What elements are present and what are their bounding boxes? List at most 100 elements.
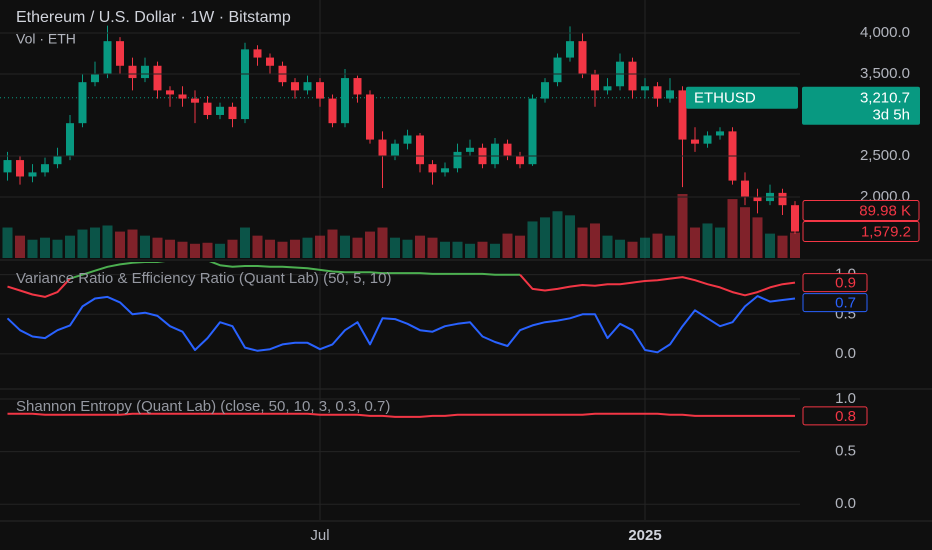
candle-body: [341, 78, 349, 124]
volume-bar: [327, 229, 338, 258]
series-last-text: 0.7: [835, 295, 856, 312]
volume-bar: [665, 235, 675, 258]
volume-bar: [402, 239, 413, 258]
volume-bar: [77, 229, 88, 258]
price-plot: [0, 25, 800, 258]
volume-bar: [602, 235, 613, 258]
volume-bar: [277, 241, 288, 258]
volume-bar: [740, 207, 750, 258]
x-tick-label: 2025: [628, 527, 661, 544]
series-last-label: 0.9: [802, 273, 868, 293]
marker-countdown: 3d 5h: [872, 107, 910, 124]
candle-body: [678, 90, 687, 140]
volume-bar: [40, 237, 50, 258]
volume-bar: [365, 231, 375, 258]
volume-bar: [527, 221, 538, 258]
marker-symbol: ETHUSD: [694, 90, 756, 107]
candle-body: [403, 135, 412, 144]
candle-body: [116, 41, 124, 66]
volume-bar: [215, 243, 225, 258]
candle-body: [66, 123, 74, 156]
candle-body: [28, 172, 37, 177]
volume-bar: [115, 231, 125, 258]
volume-bar: [2, 227, 13, 258]
marker-label: ETHUSD 3,210.73d 5h: [686, 86, 920, 125]
volume-bar: [315, 235, 325, 258]
candle-body: [303, 82, 312, 91]
volume-bar: [565, 215, 575, 258]
price-last-label: 1,579.2: [802, 220, 920, 242]
candle-body: [166, 90, 174, 95]
candle-body: [666, 90, 674, 99]
volume-bar: [127, 229, 138, 258]
volume-bar: [352, 237, 363, 258]
volume-bar: [140, 235, 150, 258]
volume-bar: [540, 217, 550, 258]
candle-body: [153, 65, 162, 91]
volume-bar: [152, 237, 163, 258]
volume-bar: [615, 239, 625, 258]
candle-body: [778, 192, 787, 206]
candle-body: [316, 82, 324, 99]
candle-body: [416, 135, 424, 165]
volume-bar: [452, 241, 463, 258]
indicator-line: [7, 412, 795, 418]
volume-bar: [165, 239, 175, 258]
y-tick-label: 0.0: [835, 495, 856, 512]
volume-bar: [477, 241, 488, 258]
series-last-label: 0.8: [802, 406, 868, 426]
y-tick-label: 2,500.0: [860, 147, 910, 164]
candle-body: [716, 131, 724, 136]
volume-bar: [65, 235, 75, 258]
volume-bar: [590, 223, 600, 258]
candle-body: [241, 49, 249, 120]
candle-body: [128, 65, 137, 79]
candle-body: [591, 73, 599, 91]
volume-bar: [627, 241, 638, 258]
volume-bar: [690, 227, 700, 258]
series-last-text: 0.8: [835, 408, 856, 425]
candle-body: [203, 102, 212, 115]
candle-body: [753, 196, 762, 202]
candle-body: [3, 160, 12, 173]
volume-bar: [240, 227, 250, 258]
price-last-label-text: 1,579.2: [861, 223, 911, 240]
candle-body: [228, 106, 237, 120]
marker-value-box: [802, 86, 920, 125]
volume-bar: [290, 239, 300, 258]
candle-body: [653, 86, 662, 99]
candle-body: [691, 139, 699, 144]
volume-bar: [102, 225, 113, 258]
volume-bar: [15, 235, 25, 258]
candle-body: [41, 164, 49, 173]
y-tick-label: 4,000.0: [860, 24, 910, 41]
marker-symbol-box: [686, 86, 798, 109]
volume-title: Vol · ETH: [16, 31, 76, 47]
volume-bar: [640, 237, 650, 258]
volume-last-label-box: [802, 199, 920, 221]
candle-body: [191, 98, 199, 103]
volume-bar: [490, 243, 500, 258]
volume-bar: [90, 227, 100, 258]
volume-bar: [265, 239, 275, 258]
series-last-label: 0.7: [802, 293, 868, 313]
volume-bar: [27, 239, 38, 258]
series-last-box: [802, 406, 868, 426]
volume-bar: [252, 235, 263, 258]
volume-last-label-text: 89.98 K: [859, 202, 911, 219]
volume-bar: [577, 227, 588, 258]
y-tick-label: 0.5: [835, 443, 856, 460]
indicator-plot: [7, 412, 795, 418]
candle-body: [491, 143, 499, 165]
candle-body: [266, 57, 274, 66]
candle-body: [791, 205, 799, 232]
volume-bar: [302, 237, 313, 258]
x-tick-label: Jul: [310, 527, 329, 544]
pane-title: Shannon Entropy (Quant Lab) (close, 50, …: [16, 398, 390, 415]
candle-body: [253, 49, 262, 58]
indicator-line: [6, 295, 796, 354]
volume-bar: [552, 211, 563, 258]
volume-bar: [765, 233, 775, 258]
candle-body: [391, 143, 399, 156]
candle-body: [141, 65, 149, 79]
